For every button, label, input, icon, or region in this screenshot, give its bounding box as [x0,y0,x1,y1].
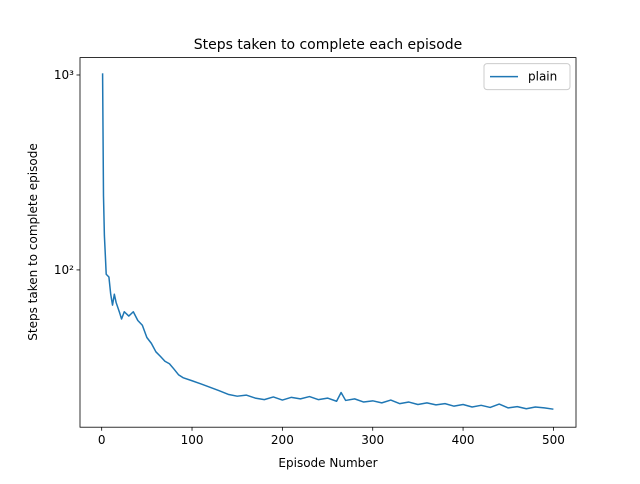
x-tick-label: 400 [452,433,475,447]
legend-box [483,63,571,91]
y-tick-label: 10² [54,263,74,277]
plot-frame [79,57,577,428]
y-tick-label: 10³ [54,68,74,82]
x-tick-label: 500 [542,433,565,447]
data-line [101,73,554,410]
x-axis-label: Episode Number [278,456,377,470]
y-axis-label: Steps taken to complete episode [26,143,40,340]
x-tick-label: 300 [361,433,384,447]
x-tick-label: 0 [98,433,106,447]
x-tick-label: 200 [271,433,294,447]
chart-title: Steps taken to complete each episode [194,37,463,53]
x-tick-label: 100 [181,433,204,447]
legend-label: plain [528,70,557,84]
